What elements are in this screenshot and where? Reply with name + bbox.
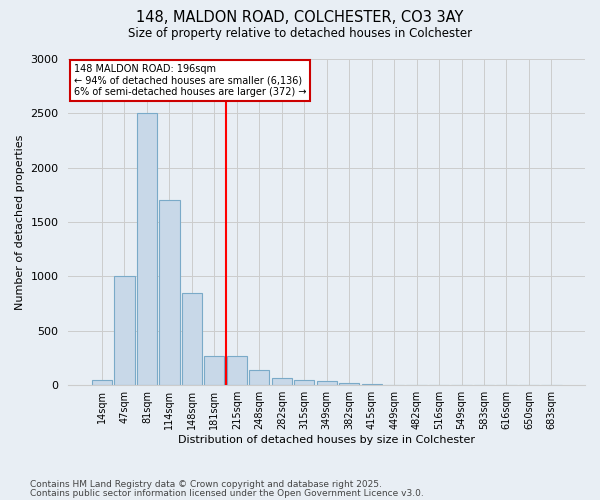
Bar: [317, 381, 337, 385]
Text: Size of property relative to detached houses in Colchester: Size of property relative to detached ho…: [128, 28, 472, 40]
Bar: [115, 276, 134, 385]
Bar: [384, 384, 404, 385]
Bar: [182, 293, 202, 385]
Bar: [204, 356, 224, 385]
Y-axis label: Number of detached properties: Number of detached properties: [15, 134, 25, 310]
Bar: [249, 370, 269, 385]
Bar: [339, 383, 359, 385]
Bar: [429, 384, 449, 385]
X-axis label: Distribution of detached houses by size in Colchester: Distribution of detached houses by size …: [178, 435, 475, 445]
Text: 148, MALDON ROAD, COLCHESTER, CO3 3AY: 148, MALDON ROAD, COLCHESTER, CO3 3AY: [136, 10, 464, 25]
Bar: [159, 200, 179, 385]
Text: 148 MALDON ROAD: 196sqm
← 94% of detached houses are smaller (6,136)
6% of semi-: 148 MALDON ROAD: 196sqm ← 94% of detache…: [74, 64, 306, 97]
Text: Contains public sector information licensed under the Open Government Licence v3: Contains public sector information licen…: [30, 488, 424, 498]
Bar: [362, 384, 382, 385]
Bar: [227, 356, 247, 385]
Text: Contains HM Land Registry data © Crown copyright and database right 2025.: Contains HM Land Registry data © Crown c…: [30, 480, 382, 489]
Bar: [92, 380, 112, 385]
Bar: [137, 114, 157, 385]
Bar: [294, 380, 314, 385]
Bar: [272, 378, 292, 385]
